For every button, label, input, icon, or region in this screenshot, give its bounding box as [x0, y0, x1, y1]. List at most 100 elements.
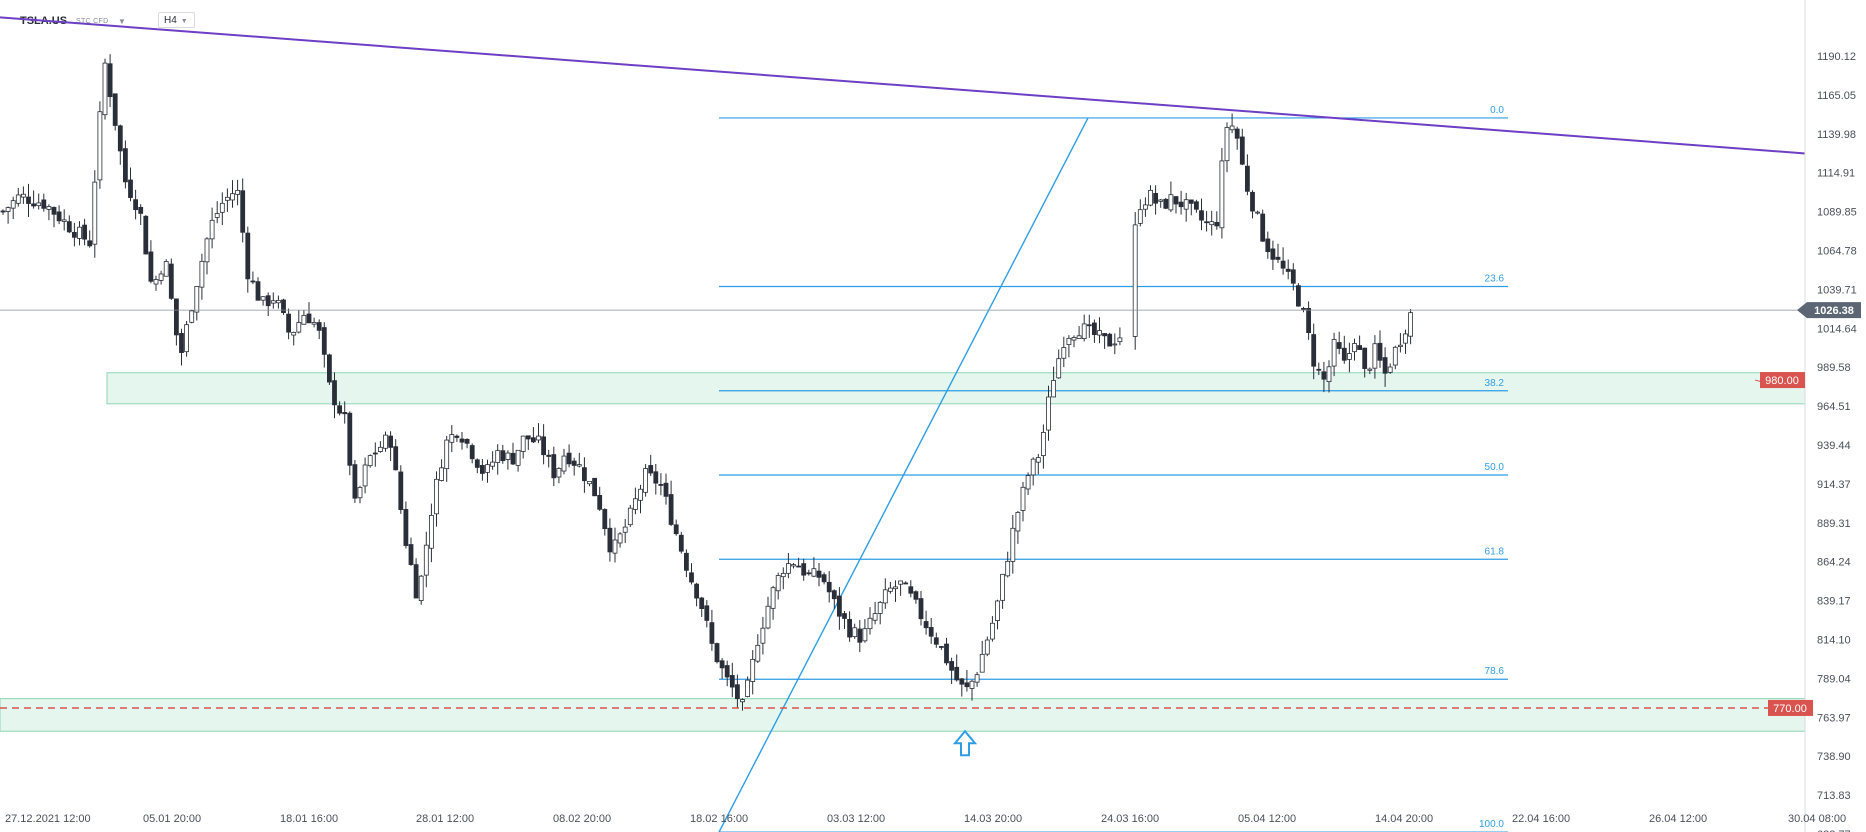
candle-body: [658, 484, 664, 486]
candle-body: [163, 261, 169, 277]
candle-body: [1035, 457, 1041, 463]
candle-body: [1112, 343, 1118, 346]
candle-body: [326, 354, 332, 383]
candle-body: [219, 202, 225, 213]
candle-body: [597, 494, 603, 510]
current-price-badge: [1797, 302, 1861, 319]
candle-body: [1280, 260, 1286, 269]
candle-body: [469, 445, 475, 460]
candle-body: [1255, 211, 1260, 214]
candle-body: [1092, 322, 1097, 336]
drawing-lines[interactable]: [0, 16, 1813, 757]
x-tick-label: 24.03 16:00: [1101, 813, 1159, 825]
candle-body: [974, 674, 980, 683]
candle-body: [1336, 342, 1342, 349]
candle-body: [510, 452, 516, 465]
candle-body: [459, 438, 465, 443]
support-zones: [0, 372, 1806, 732]
fibonacci-retracement[interactable]: 0.0 23.6 38.2 50.0 61.8 78.6 100.0: [718, 105, 1508, 832]
candle-body: [102, 62, 108, 116]
candle-body: [673, 524, 679, 535]
candle-body: [638, 488, 643, 501]
candle-body: [1341, 347, 1347, 361]
candle-body: [403, 509, 409, 546]
y-tick-label: 789.04: [1817, 673, 1851, 685]
candle-body: [745, 679, 750, 697]
instrument-type-label: STC CFD: [76, 18, 109, 25]
candle-body: [342, 412, 348, 415]
fib-level-label: 78.6: [1485, 666, 1505, 677]
candle-body: [97, 111, 103, 181]
candle-body: [837, 595, 842, 617]
candle-body: [709, 622, 715, 644]
candle-body: [561, 455, 567, 472]
candle-body: [0, 210, 6, 213]
chevron-down-icon: ▼: [180, 18, 188, 25]
candle-body: [423, 544, 429, 576]
candle-body: [765, 605, 771, 629]
price-labels: 1026.38 980.00 770.00: [1760, 302, 1861, 716]
candle-body: [617, 533, 623, 544]
candle-body: [383, 434, 388, 449]
candle-body: [1199, 210, 1204, 221]
candle-body: [260, 296, 266, 301]
candle-body: [1107, 333, 1113, 347]
candle-body: [969, 680, 975, 689]
candle-body: [168, 263, 174, 299]
candle-body: [148, 251, 154, 282]
candle-body: [653, 471, 659, 484]
candle-body: [143, 215, 149, 255]
y-tick-label: 688.77: [1817, 829, 1851, 832]
candle-body: [786, 563, 791, 574]
candle-body: [1275, 256, 1281, 260]
candle-body: [173, 298, 179, 336]
candle-body: [587, 480, 592, 485]
candle-body: [1265, 238, 1271, 253]
candle-body: [796, 565, 801, 568]
candle-body: [352, 464, 358, 499]
interval-selector[interactable]: H4 ▼: [158, 12, 195, 28]
candle-body: [1102, 333, 1107, 337]
y-tick-label: 964.51: [1817, 401, 1851, 413]
chevron-down-icon[interactable]: ▼: [118, 17, 126, 26]
candle-body: [531, 437, 536, 443]
candle-body: [1347, 353, 1352, 360]
candle-body: [857, 628, 863, 643]
x-tick-label: 30.04 08:00: [1788, 813, 1846, 825]
candle-body: [1250, 191, 1255, 212]
candle-body: [1168, 194, 1174, 211]
candle-body: [1357, 345, 1362, 350]
candle-body: [1183, 199, 1189, 210]
candle-body: [1204, 221, 1209, 224]
candle-body: [602, 509, 608, 530]
y-tick-label: 914.37: [1817, 479, 1851, 491]
y-tick-label: 738.90: [1817, 751, 1851, 763]
candle-body: [286, 313, 292, 333]
candle-body: [133, 199, 139, 211]
candle-body: [1046, 396, 1051, 431]
x-tick-label: 22.04 16:00: [1512, 813, 1570, 825]
y-tick-label: 1064.78: [1817, 246, 1857, 258]
price-level-text: 980.00: [1765, 375, 1799, 387]
candle-body: [877, 601, 883, 614]
candle-body: [321, 327, 327, 355]
y-tick-label: 839.17: [1817, 596, 1851, 608]
candle-body: [933, 637, 939, 645]
candle-body: [1066, 337, 1072, 346]
candle-body: [357, 487, 363, 499]
candle-body: [224, 196, 230, 201]
candle-body: [1020, 486, 1026, 511]
candle-body: [332, 380, 337, 406]
candle-body: [1086, 324, 1092, 327]
candle-body: [801, 563, 807, 576]
candle-body: [281, 299, 286, 313]
candle-body: [265, 295, 271, 307]
candle-body: [1178, 201, 1184, 208]
candle-body: [77, 226, 82, 239]
candle-body: [1153, 192, 1158, 204]
candle-body: [408, 544, 414, 565]
candle-body: [1306, 308, 1311, 333]
candle-body: [1056, 358, 1062, 379]
candle-body: [138, 206, 144, 214]
